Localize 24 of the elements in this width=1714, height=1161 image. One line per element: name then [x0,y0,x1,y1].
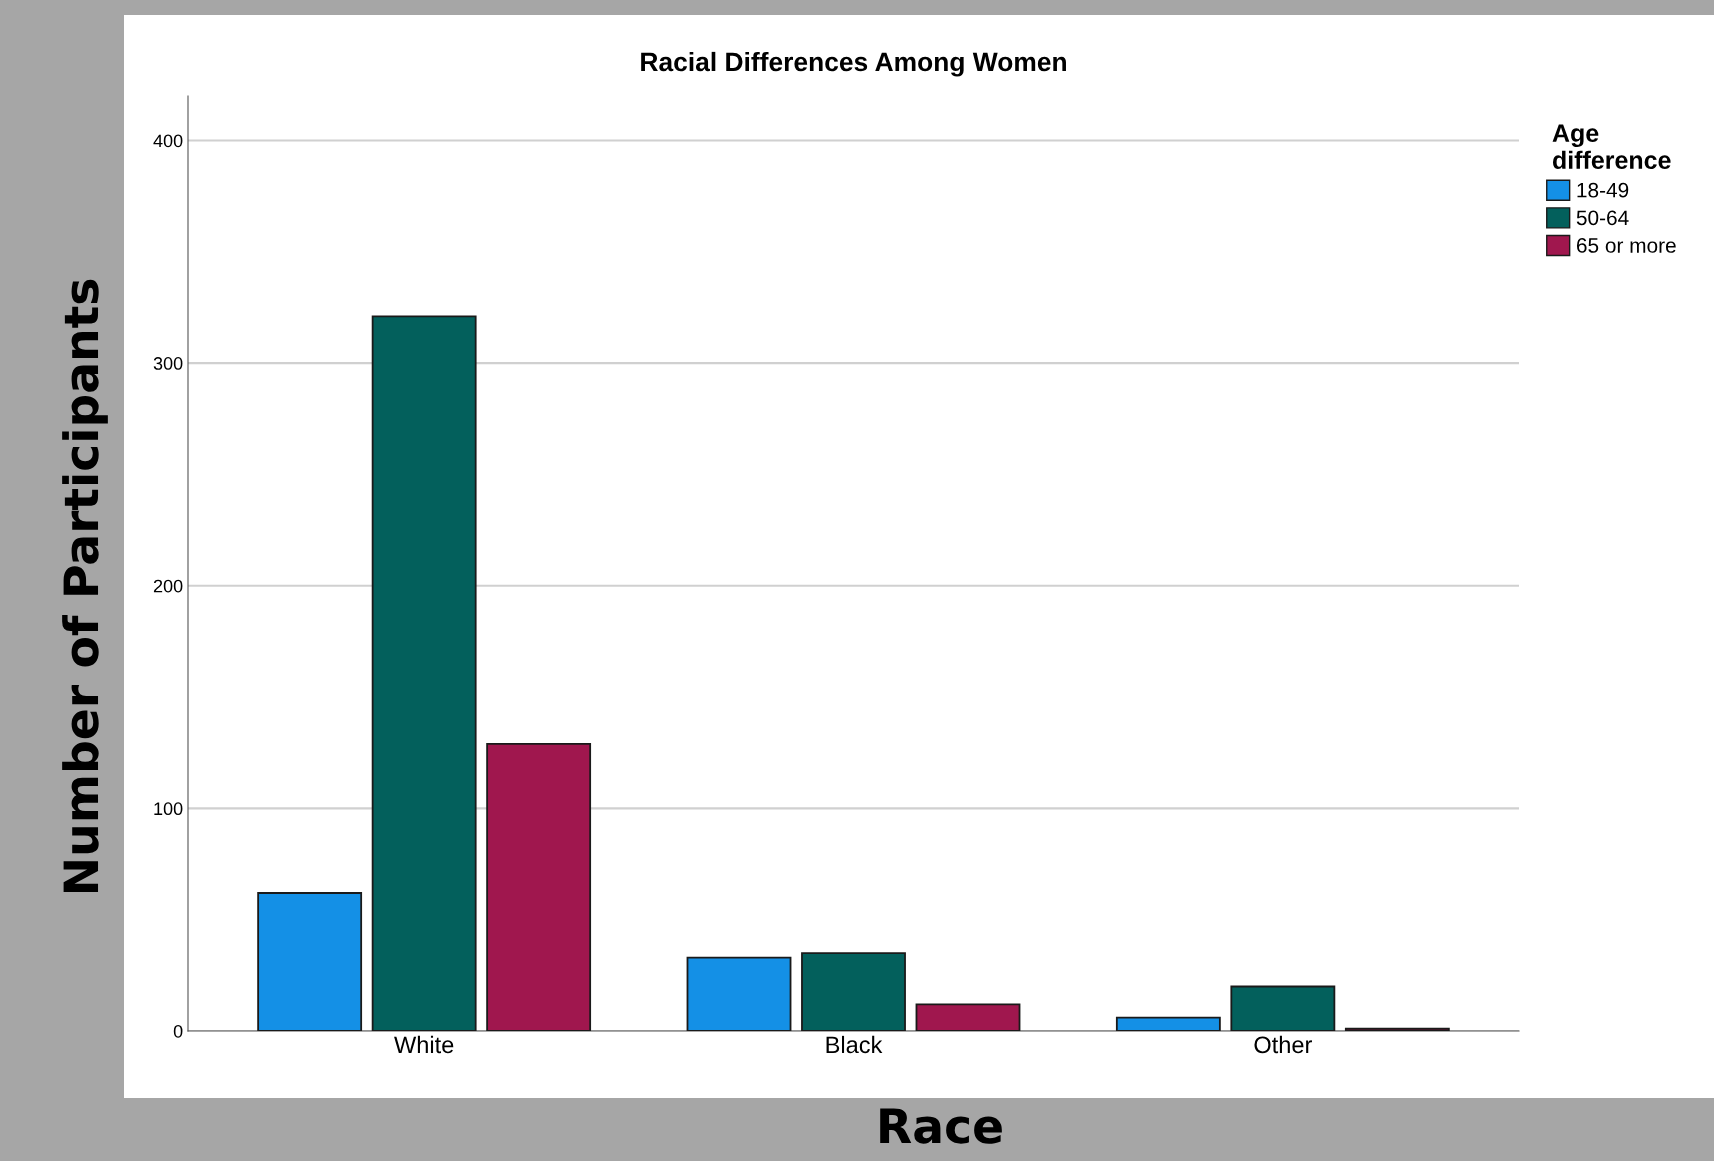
x-tick-label: White [394,1035,454,1054]
bar [1344,1027,1450,1031]
bar [1115,1016,1221,1031]
bar [801,952,906,1031]
y-tick-label: 100 [154,802,183,816]
bar [915,1003,1021,1031]
bar [371,315,477,1031]
bar [486,742,592,1031]
legend-title: Age difference [1552,124,1671,170]
legend-label: 65 or more [1576,238,1676,253]
y-tick-label: 300 [153,357,183,370]
bar [686,956,792,1031]
legend-label: 50-64 [1576,210,1629,226]
x-axis-title: Race [880,1108,1002,1144]
legend-label: 18-49 [1577,182,1629,198]
chart-title: Racial Differences Among Women [641,51,1066,77]
y-axis-title: Number of Participants [62,279,108,893]
bar [1230,985,1336,1031]
y-tick-label: 0 [173,1024,183,1038]
y-tick-label: 400 [153,134,183,148]
y-tick-label: 200 [153,579,183,593]
x-tick-label: Black [826,1035,883,1054]
x-tick-label: Other [1254,1035,1312,1054]
bar [257,892,363,1031]
